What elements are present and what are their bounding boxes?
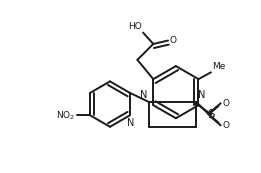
Text: N: N — [140, 90, 147, 101]
Text: O: O — [169, 36, 176, 45]
Text: S: S — [207, 108, 215, 121]
Text: HO: HO — [128, 22, 142, 31]
Text: N: N — [198, 90, 205, 101]
Text: NO$_2$: NO$_2$ — [56, 109, 76, 122]
Text: Me: Me — [212, 62, 225, 71]
Text: O: O — [222, 121, 229, 130]
Text: O: O — [222, 99, 229, 108]
Text: N: N — [127, 118, 135, 128]
